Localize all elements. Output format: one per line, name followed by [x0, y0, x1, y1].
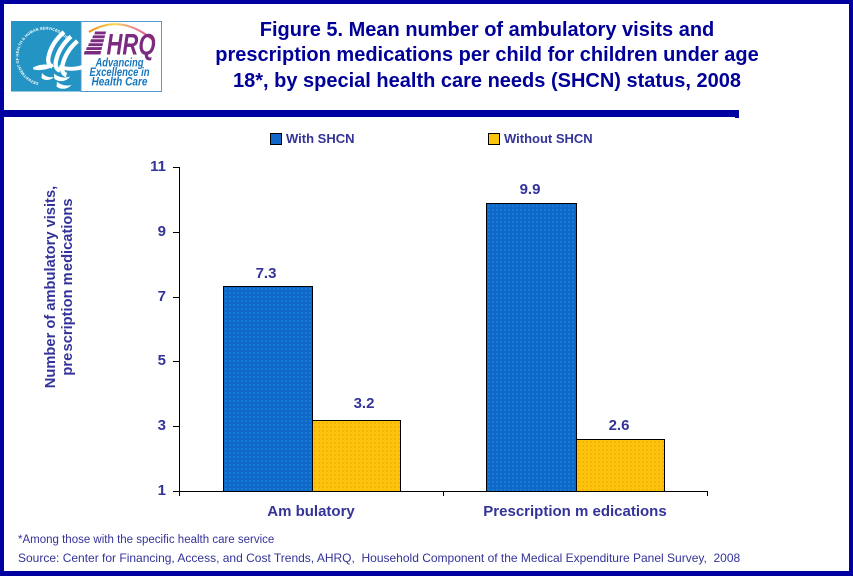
svg-text:Advancing: Advancing: [95, 56, 144, 70]
svg-text:Health Care: Health Care: [92, 75, 148, 89]
svg-text:HRQ: HRQ: [107, 29, 156, 62]
svg-text:Excellence in: Excellence in: [90, 65, 150, 79]
